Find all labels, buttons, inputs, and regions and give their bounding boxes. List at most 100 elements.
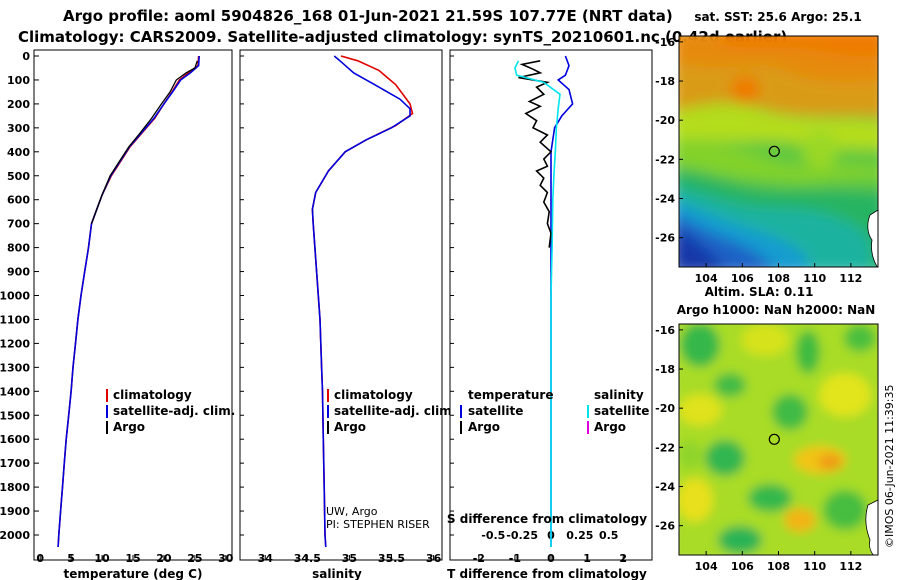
salinity-difference-satellite-line (514, 60, 561, 547)
sst-map-latitude-axis: -16 -18 -20 -22 -24 -26 (655, 36, 683, 245)
temperature-legend: climatology satellite-adj. clim. Argo (106, 388, 235, 434)
y-tick-label: 2000 (0, 529, 30, 542)
sla-heatmap (679, 324, 878, 555)
lat-tick-label: -24 (655, 192, 675, 205)
lon-tick-label: 112 (839, 560, 862, 573)
legend-label-argo: Argo (334, 420, 366, 434)
lat-tick-label: -26 (655, 520, 675, 533)
y-tick-label: 600 (7, 194, 30, 207)
lat-tick-label: -20 (655, 402, 675, 415)
lat-tick-label: -26 (655, 232, 675, 245)
lon-tick-label: 104 (695, 272, 718, 285)
argo-position-marker (768, 433, 780, 445)
s-tick-label: -0.25 (506, 529, 538, 542)
sla-map-title-line2: Argo h1000: NaN h2000: NaN (677, 303, 876, 317)
y-tick-label: 100 (7, 74, 30, 87)
x-tick-label: 0 (36, 552, 44, 565)
difference-legend: temperature salinity satellite Argo sate… (460, 388, 649, 434)
y-tick-label: 800 (7, 242, 30, 255)
y-tick-label: 1600 (0, 433, 30, 446)
s-difference-axis: -0.5 -0.25 0 0.25 0.5 (481, 529, 618, 542)
salinity-xlabel: salinity (312, 567, 362, 580)
s-difference-label: S difference from climatology (447, 512, 647, 526)
lat-tick-label: -22 (655, 153, 675, 166)
legend-header-temperature: temperature (468, 388, 553, 402)
coastline-land (865, 499, 878, 555)
temperature-xlabel: temperature (deg C) (64, 567, 203, 580)
difference-panel: -2 -1 0 1 2 -0.5 -0.25 0 0.25 0.5 S difference f… (447, 49, 653, 580)
y-tick-label: 1800 (0, 481, 30, 494)
sst-map-panel: sat. SST: 25.6 Argo: 25.1 104 106 108 1 (655, 10, 879, 285)
lat-tick-label: -16 (655, 324, 675, 337)
y-tick-label: 0 (22, 50, 30, 63)
sst-map-title: sat. SST: 25.6 Argo: 25.1 (694, 10, 861, 24)
y-tick-label: 1500 (0, 409, 30, 422)
sla-map-panel: Altim. SLA: 0.11 Argo h1000: NaN h2000: … (655, 285, 879, 573)
sla-map-title-line1: Altim. SLA: 0.11 (705, 285, 814, 299)
sla-map-latitude-axis: -16 -18 -20 -22 -24 -26 (655, 324, 683, 533)
lon-tick-label: 112 (839, 272, 862, 285)
sst-map-longitude-axis: 104 106 108 110 112 (695, 263, 862, 285)
x-tick-label: 0 (547, 552, 555, 565)
salinity-x-axis: 34 34.5 35 35.5 36 (258, 552, 442, 565)
lon-tick-label: 108 (767, 272, 790, 285)
y-tick-label: 900 (7, 266, 30, 279)
lat-tick-label: -18 (655, 75, 675, 88)
legend-label-argo: Argo (113, 420, 145, 434)
x-tick-label: 34.5 (294, 552, 321, 565)
s-tick-label: 0.25 (566, 529, 593, 542)
salinity-y-ticks (240, 55, 244, 536)
y-tick-label: 500 (7, 170, 30, 183)
salinity-plot-frame (239, 49, 443, 561)
temperature-difference-argo-line (518, 60, 553, 248)
x-tick-label: 35.5 (378, 552, 405, 565)
y-tick-label: 1000 (0, 290, 30, 303)
sst-heatmap (679, 36, 878, 267)
y-tick-label: 1400 (0, 385, 30, 398)
legend-label-satellite: satellite-adj. clim. (334, 404, 456, 418)
s-tick-label: 0.5 (599, 529, 619, 542)
temperature-satellite-line (57, 55, 200, 548)
legend-label-climatology: climatology (113, 388, 192, 402)
legend-label-sal-satellite: satellite (594, 404, 649, 418)
x-tick-label: 10 (94, 552, 110, 565)
y-tick-label: 300 (7, 122, 30, 135)
lon-tick-label: 108 (767, 560, 790, 573)
x-tick-label: 35 (342, 552, 357, 565)
legend-label-climatology: climatology (334, 388, 413, 402)
t-difference-xlabel: T difference from climatology (447, 567, 647, 580)
s-tick-label: -0.5 (481, 529, 505, 542)
y-tick-label: 1900 (0, 505, 30, 518)
x-tick-label: 1 (583, 552, 591, 565)
imos-watermark: ©IMOS 06-Jun-2021 11:39:35 (883, 384, 896, 548)
y-tick-label: 1700 (0, 457, 30, 470)
x-tick-label: 30 (218, 552, 234, 565)
lon-tick-label: 104 (695, 560, 718, 573)
x-tick-label: 20 (156, 552, 172, 565)
difference-y-ticks (450, 55, 454, 536)
sla-map-longitude-axis: 104 106 108 110 112 (695, 551, 862, 573)
legend-label-satellite: satellite-adj. clim. (113, 404, 235, 418)
x-tick-label: 2 (619, 552, 627, 565)
lat-tick-label: -20 (655, 114, 675, 127)
y-tick-label: 200 (7, 98, 30, 111)
x-tick-label: 36 (426, 552, 442, 565)
y-tick-label: 1300 (0, 361, 30, 374)
lon-tick-label: 110 (803, 560, 826, 573)
lat-tick-label: -24 (655, 480, 675, 493)
lon-tick-label: 110 (803, 272, 826, 285)
figure-title-line2: Climatology: CARS2009. Satellite-adjuste… (18, 28, 787, 46)
x-tick-label: 5 (67, 552, 75, 565)
salinity-panel: 34 34.5 35 35.5 36 salinity climatology sate… (239, 49, 456, 580)
salinity-legend: climatology satellite-adj. clim. Argo (327, 388, 456, 434)
x-tick-label: 25 (187, 552, 202, 565)
legend-label-sal-argo: Argo (594, 420, 626, 434)
depth-axis: 0 100 200 300 400 500 600 700 800 900 1000 1100 1200… (0, 50, 39, 542)
temperature-plot-frame (33, 49, 233, 561)
x-tick-label: -1 (509, 552, 521, 565)
figure-title-line1: Argo profile: aoml 5904826_168 01-Jun-20… (63, 7, 673, 25)
temperature-difference-satellite-line (550, 55, 574, 547)
y-tick-label: 700 (7, 218, 30, 231)
lat-tick-label: -22 (655, 441, 675, 454)
